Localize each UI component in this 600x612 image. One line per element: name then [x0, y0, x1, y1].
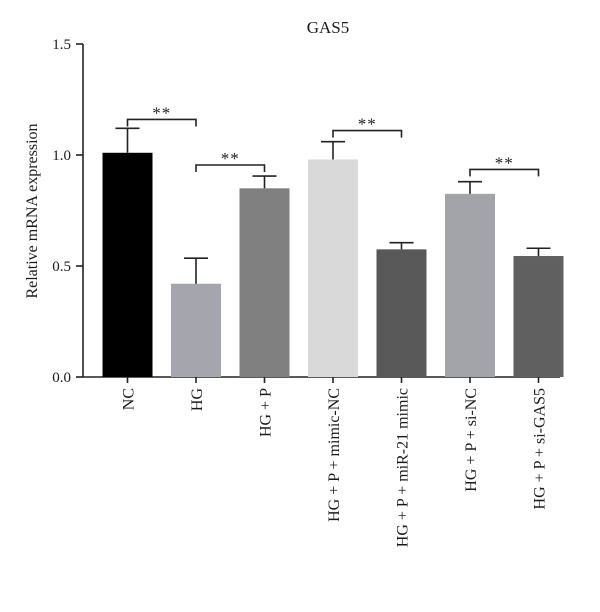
x-categories: NC HG HG + P HG + P + mimic-NC HG + P + miR-… [121, 377, 549, 547]
bar [102, 152, 153, 377]
significance-label: ** [152, 103, 171, 122]
bars [102, 152, 564, 377]
y-tick-label: 0.5 [52, 259, 71, 275]
bar [239, 188, 290, 377]
significance-label: ** [358, 115, 377, 134]
significance-bracket [195, 164, 266, 172]
bar [513, 256, 564, 377]
significance-label: ** [221, 149, 240, 168]
chart-title: GAS5 [307, 18, 350, 37]
x-category-label: HG [189, 388, 206, 412]
bar [171, 283, 221, 377]
x-category-label: HG + P [258, 388, 275, 437]
error-bars [115, 127, 551, 284]
bar [376, 249, 427, 377]
x-category-label: HG + P + mimic-NC [326, 388, 343, 522]
significance-bracket [332, 129, 403, 138]
y-ticks: 0.0 0.5 1.0 1.5 [52, 37, 83, 386]
x-category-label: HG + P + miR-21 mimic [395, 388, 412, 547]
significance-label: ** [495, 153, 514, 172]
y-tick-label: 1.5 [52, 37, 71, 53]
x-category-label: HG + P + si-GAS5 [532, 388, 549, 509]
y-tick-label: 0.0 [52, 370, 71, 386]
x-category-label: NC [121, 388, 138, 410]
significance-annotations: ** ** ** ** [126, 103, 540, 177]
bar [445, 193, 495, 377]
significance-bracket [469, 168, 540, 177]
x-category-label: HG + P + si-NC [463, 388, 480, 492]
y-tick-label: 1.0 [52, 148, 71, 164]
significance-bracket [126, 118, 197, 127]
y-axis-label: Relative mRNA expression [24, 123, 41, 298]
bar [308, 159, 358, 377]
